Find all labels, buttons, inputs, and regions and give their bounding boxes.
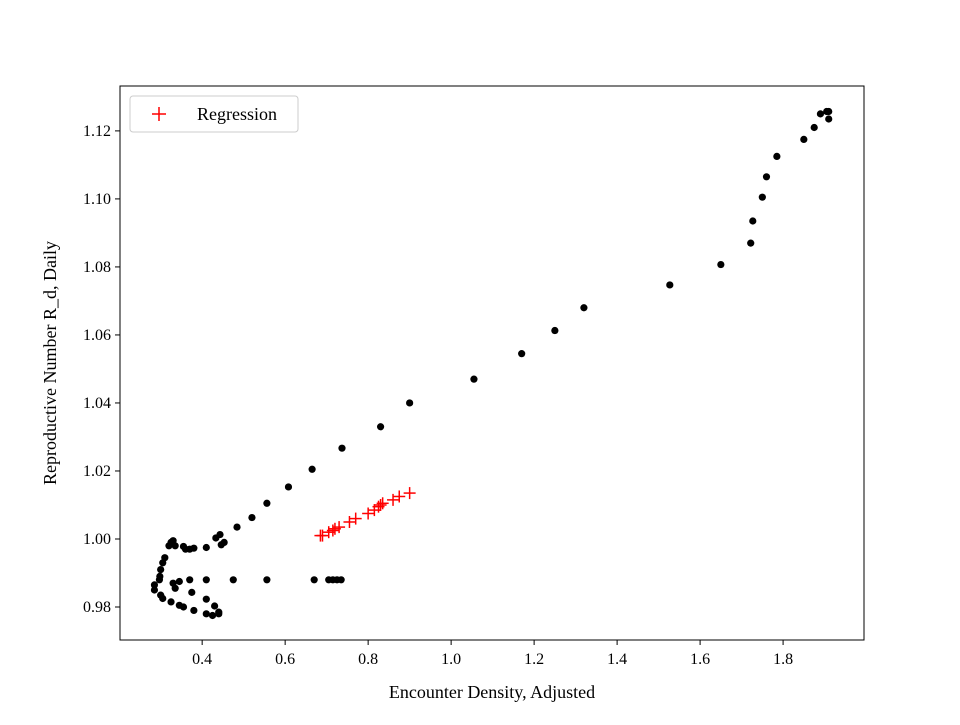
data-point (518, 350, 526, 358)
data-point (150, 586, 159, 594)
data-point (773, 152, 781, 160)
data-point (229, 576, 237, 584)
data-point (749, 217, 757, 225)
data-point (825, 115, 833, 123)
regression-point (362, 507, 375, 520)
data-point (202, 610, 210, 618)
data-point (175, 577, 183, 586)
data-point (179, 542, 188, 551)
data-point (337, 576, 345, 584)
data-point (308, 465, 316, 473)
regression-point (349, 512, 362, 525)
data-point (165, 542, 173, 550)
data-point (551, 326, 559, 335)
x-tick-label: 0.4 (192, 651, 212, 668)
y-tick-label: 1.06 (83, 327, 111, 344)
data-point (816, 110, 825, 118)
y-axis-label: Reproductive Number R_d, Daily (40, 241, 60, 485)
data-point (212, 534, 220, 542)
y-tick-label: 1.04 (83, 395, 111, 412)
data-point (202, 595, 210, 603)
regression-point (393, 490, 406, 503)
x-tick-label: 1.4 (607, 651, 627, 668)
data-point (179, 603, 188, 611)
data-point (167, 598, 175, 606)
x-axis-label: Encounter Density, Adjusted (389, 682, 595, 702)
data-point (159, 559, 167, 567)
regression-point (333, 521, 346, 534)
data-point (263, 499, 271, 507)
data-point (310, 576, 318, 584)
data-point (470, 375, 478, 383)
data-point (666, 281, 674, 289)
data-point (376, 423, 385, 431)
data-point (823, 107, 831, 116)
data-point (169, 537, 177, 545)
data-point (157, 566, 165, 574)
data-point (188, 588, 196, 596)
regression-point (403, 487, 416, 500)
x-tick-label: 1.8 (773, 651, 793, 668)
data-point (810, 123, 818, 132)
data-point (284, 483, 293, 491)
data-point (202, 576, 210, 584)
y-tick-label: 1.12 (83, 123, 111, 140)
regression-point (376, 497, 389, 510)
data-point (800, 135, 808, 143)
data-point (233, 523, 241, 531)
x-tick-label: 1.6 (690, 651, 710, 668)
data-point (747, 239, 755, 247)
y-tick-label: 1.08 (83, 259, 111, 276)
data-point (762, 173, 771, 181)
x-tick-label: 0.6 (275, 651, 295, 668)
data-point (217, 541, 225, 549)
y-tick-label: 0.98 (83, 599, 111, 616)
data-point (150, 581, 159, 589)
data-point (580, 304, 588, 312)
regression-point (387, 493, 400, 506)
regression-point (326, 524, 339, 537)
y-tick-label: 1.02 (83, 463, 111, 480)
y-tick-label: 1.00 (83, 531, 111, 548)
regression-point (374, 498, 387, 511)
legend: Regression (129, 95, 299, 133)
x-axis: 0.4 0.6 0.8 1.0 1.2 1.4 1.6 1.8 (192, 640, 793, 668)
x-tick-label: 0.8 (358, 651, 378, 668)
y-tick-label: 1.10 (83, 191, 111, 208)
y-axis: 0.98 1.00 1.02 1.04 1.06 1.08 1.10 1.12 (83, 123, 120, 616)
legend-label-regression: Regression (197, 104, 277, 124)
data-point (208, 611, 217, 620)
data-point (215, 608, 223, 616)
data-point (159, 594, 167, 603)
data-point (211, 602, 219, 610)
data-point (155, 576, 164, 584)
legend-frame (129, 95, 299, 133)
data-point (202, 543, 210, 552)
data-point (338, 444, 346, 452)
x-tick-label: 1.0 (441, 651, 461, 668)
x-tick-label: 1.2 (524, 651, 544, 668)
data-point (248, 513, 256, 522)
data-point (186, 576, 194, 584)
data-point (717, 260, 725, 269)
regression-point (343, 515, 356, 528)
data-point (758, 193, 766, 201)
legend-plus-marker (152, 107, 166, 121)
data-point (263, 576, 271, 584)
plot-frame (119, 85, 865, 641)
data-point (190, 606, 198, 615)
data-point (406, 399, 414, 407)
plot-marks (150, 107, 833, 620)
data-point (169, 579, 177, 587)
regression-point (316, 529, 329, 542)
